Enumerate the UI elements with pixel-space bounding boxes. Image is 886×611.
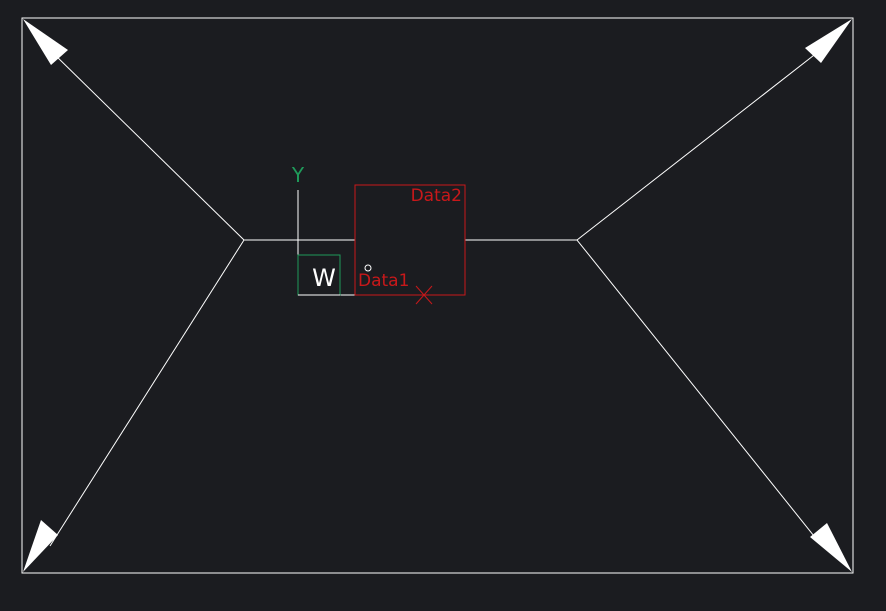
ucs-y-label: Y xyxy=(291,163,305,187)
corner-arrows xyxy=(23,19,852,572)
diagonal-line-bottom-right[interactable] xyxy=(576,239,823,547)
data2-label[interactable]: Data2 xyxy=(411,186,462,206)
data1-label[interactable]: Data1 xyxy=(358,271,409,291)
arrowhead-bottom-right-icon xyxy=(810,523,852,572)
diagonal-line-bottom-left[interactable] xyxy=(49,239,245,547)
ucs-icon: W Y xyxy=(291,163,341,296)
diagonal-line-top-left[interactable] xyxy=(51,51,245,241)
arrowhead-bottom-left-icon xyxy=(23,520,58,572)
ucs-w-label: W xyxy=(312,264,336,292)
cross-marker-icon[interactable] xyxy=(415,285,433,305)
data1-point-marker-icon[interactable] xyxy=(364,264,372,272)
data2-rectangle[interactable] xyxy=(354,184,466,296)
arrowhead-top-right-icon xyxy=(805,19,852,63)
viewport-border xyxy=(21,17,854,574)
perspective-lines[interactable] xyxy=(49,51,823,547)
cross-marker-stroke-2 xyxy=(415,285,433,305)
diagonal-line-top-right[interactable] xyxy=(576,51,819,241)
arrowhead-top-left-icon xyxy=(23,19,68,65)
